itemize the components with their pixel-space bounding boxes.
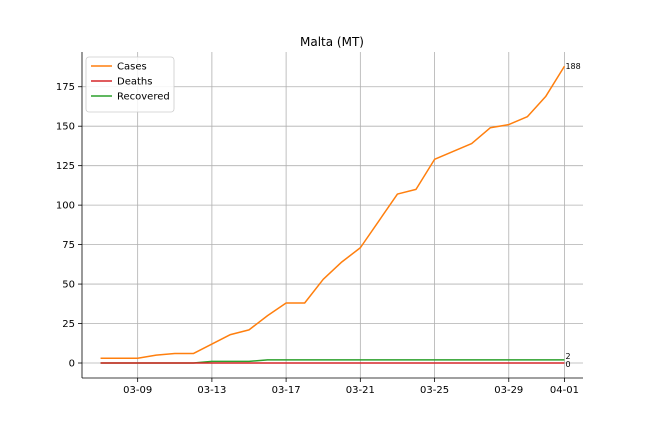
end-labels: 188 02 — [565, 62, 580, 369]
y-tick-label: 50 — [62, 280, 75, 291]
end-label-cases: 188 — [565, 62, 580, 71]
x-tick-label: 03-25 — [420, 385, 449, 396]
legend-box — [85, 56, 175, 113]
legend-label-recovered: Recovered — [117, 92, 170, 103]
x-tick-label: 03-29 — [494, 385, 523, 396]
legend-label-deaths: Deaths — [117, 77, 152, 88]
chart-title: Malta (MT) — [300, 35, 364, 49]
end-label-recovered: 2 — [565, 352, 570, 361]
y-tick-label: 175 — [56, 82, 75, 93]
x-tick-label: 04-01 — [550, 385, 579, 396]
series-layer — [100, 65, 566, 364]
y-tick-label: 0 — [69, 359, 75, 370]
y-tick-label: 25 — [62, 319, 75, 330]
y-tick-label: 125 — [56, 161, 75, 172]
series-line-cases — [100, 65, 566, 360]
legend: Cases Deaths Recovered — [85, 56, 175, 113]
y-tick-label: 100 — [56, 201, 75, 212]
x-tick-label: 03-21 — [346, 385, 375, 396]
x-tick-label: 03-09 — [123, 385, 152, 396]
y-tick-label: 150 — [56, 122, 75, 133]
axes: 03-09 03-13 03-17 03-21 03-25 03-29 04-01 0 25 50… — [56, 52, 583, 396]
y-tick-label: 75 — [62, 240, 75, 251]
x-tick-label: 03-13 — [197, 385, 226, 396]
x-tick-label: 03-17 — [272, 385, 301, 396]
end-label-deaths: 0 — [565, 360, 570, 369]
legend-label-cases: Cases — [117, 62, 147, 73]
